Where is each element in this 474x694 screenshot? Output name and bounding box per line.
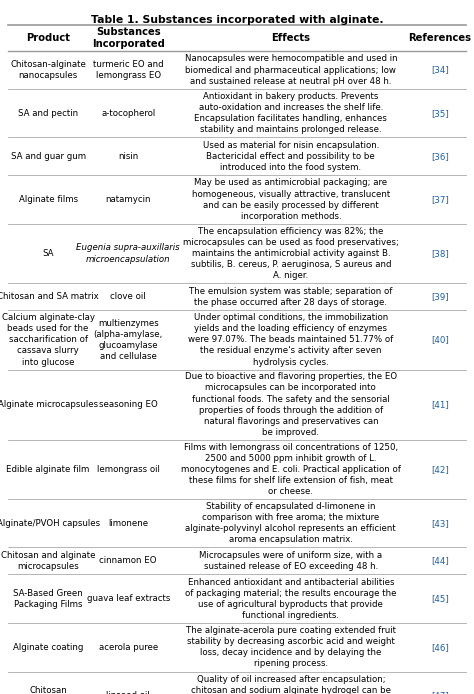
Text: The emulsion system was stable; separation of
the phase occurred after 28 days o: The emulsion system was stable; separati… bbox=[189, 287, 392, 307]
Text: Alginate coating: Alginate coating bbox=[13, 643, 83, 652]
Text: Effects: Effects bbox=[271, 33, 310, 43]
Text: [38]: [38] bbox=[431, 249, 448, 258]
Text: [39]: [39] bbox=[431, 292, 448, 301]
Text: SA-Based Green
Packaging Films: SA-Based Green Packaging Films bbox=[13, 589, 83, 609]
Text: Under optimal conditions, the immobilization
yields and the loading efficiency o: Under optimal conditions, the immobiliza… bbox=[188, 313, 393, 366]
Text: References: References bbox=[408, 33, 471, 43]
Text: The encapsulation efficiency was 82%; the
microcapsules can be used as food pres: The encapsulation efficiency was 82%; th… bbox=[183, 227, 399, 280]
Text: Alginate films: Alginate films bbox=[18, 195, 78, 204]
Text: [42]: [42] bbox=[431, 465, 448, 474]
Text: turmeric EO and
lemongrass EO: turmeric EO and lemongrass EO bbox=[93, 60, 164, 80]
Text: Alginate microcapsules: Alginate microcapsules bbox=[0, 400, 98, 409]
Text: [43]: [43] bbox=[431, 518, 448, 527]
Text: multienzymes
(alpha-amylase,
glucoamylase
and cellulase: multienzymes (alpha-amylase, glucoamylas… bbox=[93, 319, 163, 361]
Text: Alginate/PVOH capsules: Alginate/PVOH capsules bbox=[0, 518, 100, 527]
Text: [35]: [35] bbox=[431, 109, 448, 118]
Text: SA and guar gum: SA and guar gum bbox=[10, 152, 86, 161]
Text: [46]: [46] bbox=[431, 643, 448, 652]
Text: Due to bioactive and flavoring properties, the EO
microcapsules can be incorpora: Due to bioactive and flavoring propertie… bbox=[185, 372, 397, 437]
Text: linseed oil: linseed oil bbox=[106, 691, 150, 694]
Text: May be used as antimicrobial packaging; are
homogeneous, visually attractive, tr: May be used as antimicrobial packaging; … bbox=[191, 178, 390, 221]
Text: clove oil: clove oil bbox=[110, 292, 146, 301]
Text: lemongrass oil: lemongrass oil bbox=[97, 465, 160, 474]
Text: [41]: [41] bbox=[431, 400, 448, 409]
Text: acerola puree: acerola puree bbox=[99, 643, 158, 652]
Text: Quality of oil increased after encapsulation;
chitosan and sodium alginate hydro: Quality of oil increased after encapsula… bbox=[183, 675, 398, 694]
Text: The alginate-acerola pure coating extended fruit
stability by decreasing ascorbi: The alginate-acerola pure coating extend… bbox=[186, 626, 396, 668]
Text: Antioxidant in bakery products. Prevents
auto-oxidation and increases the shelf : Antioxidant in bakery products. Prevents… bbox=[194, 92, 387, 135]
Text: Chitosan
and SA capsule: Chitosan and SA capsule bbox=[15, 686, 82, 694]
Text: [40]: [40] bbox=[431, 335, 448, 344]
Text: limonene: limonene bbox=[108, 518, 148, 527]
Text: Edible alginate film: Edible alginate film bbox=[6, 465, 90, 474]
Text: Eugenia supra-auxillaris
microencapsulation: Eugenia supra-auxillaris microencapsulat… bbox=[76, 244, 180, 264]
Text: [34]: [34] bbox=[431, 65, 448, 74]
Text: cinnamon EO: cinnamon EO bbox=[100, 557, 157, 566]
Text: Films with lemongrass oil concentrations of 1250,
2500 and 5000 ppm inhibit grow: Films with lemongrass oil concentrations… bbox=[181, 443, 401, 496]
Text: Nanocapsules were hemocompatible and used in
biomedical and pharmaceutical appli: Nanocapsules were hemocompatible and use… bbox=[184, 54, 397, 85]
Text: [47]: [47] bbox=[431, 691, 448, 694]
Text: guava leaf extracts: guava leaf extracts bbox=[87, 594, 170, 603]
Text: Microcapsules were of uniform size, with a
sustained release of EO exceeding 48 : Microcapsules were of uniform size, with… bbox=[199, 551, 383, 571]
Text: Product: Product bbox=[26, 33, 70, 43]
Text: Chitosan and alginate
microcapsules: Chitosan and alginate microcapsules bbox=[1, 551, 95, 571]
Text: Calcium alginate-clay
beads used for the
saccharification of
cassava slurry
into: Calcium alginate-clay beads used for the… bbox=[1, 313, 95, 366]
Text: Used as material for nisin encapsulation.
Bactericidal effect and possibility to: Used as material for nisin encapsulation… bbox=[202, 141, 379, 172]
Text: [44]: [44] bbox=[431, 557, 448, 566]
Text: SA and pectin: SA and pectin bbox=[18, 109, 78, 118]
Text: Table 1. Substances incorporated with alginate.: Table 1. Substances incorporated with al… bbox=[91, 15, 383, 25]
Text: SA: SA bbox=[42, 249, 54, 258]
Text: Chitosan-alginate
nanocapsules: Chitosan-alginate nanocapsules bbox=[10, 60, 86, 80]
Text: Stability of encapsulated d-limonene in
comparison with free aroma; the mixture
: Stability of encapsulated d-limonene in … bbox=[185, 502, 396, 544]
Text: [36]: [36] bbox=[431, 152, 448, 161]
Text: seasoning EO: seasoning EO bbox=[99, 400, 157, 409]
Text: Chitosan and SA matrix: Chitosan and SA matrix bbox=[0, 292, 99, 301]
Text: Substances
Incorporated: Substances Incorporated bbox=[92, 27, 164, 49]
Text: a-tocopherol: a-tocopherol bbox=[101, 109, 155, 118]
Text: Enhanced antioxidant and antibacterial abilities
of packaging material; the resu: Enhanced antioxidant and antibacterial a… bbox=[185, 577, 397, 620]
Text: [37]: [37] bbox=[431, 195, 448, 204]
Text: [45]: [45] bbox=[431, 594, 448, 603]
Text: nisin: nisin bbox=[118, 152, 138, 161]
Text: natamycin: natamycin bbox=[106, 195, 151, 204]
